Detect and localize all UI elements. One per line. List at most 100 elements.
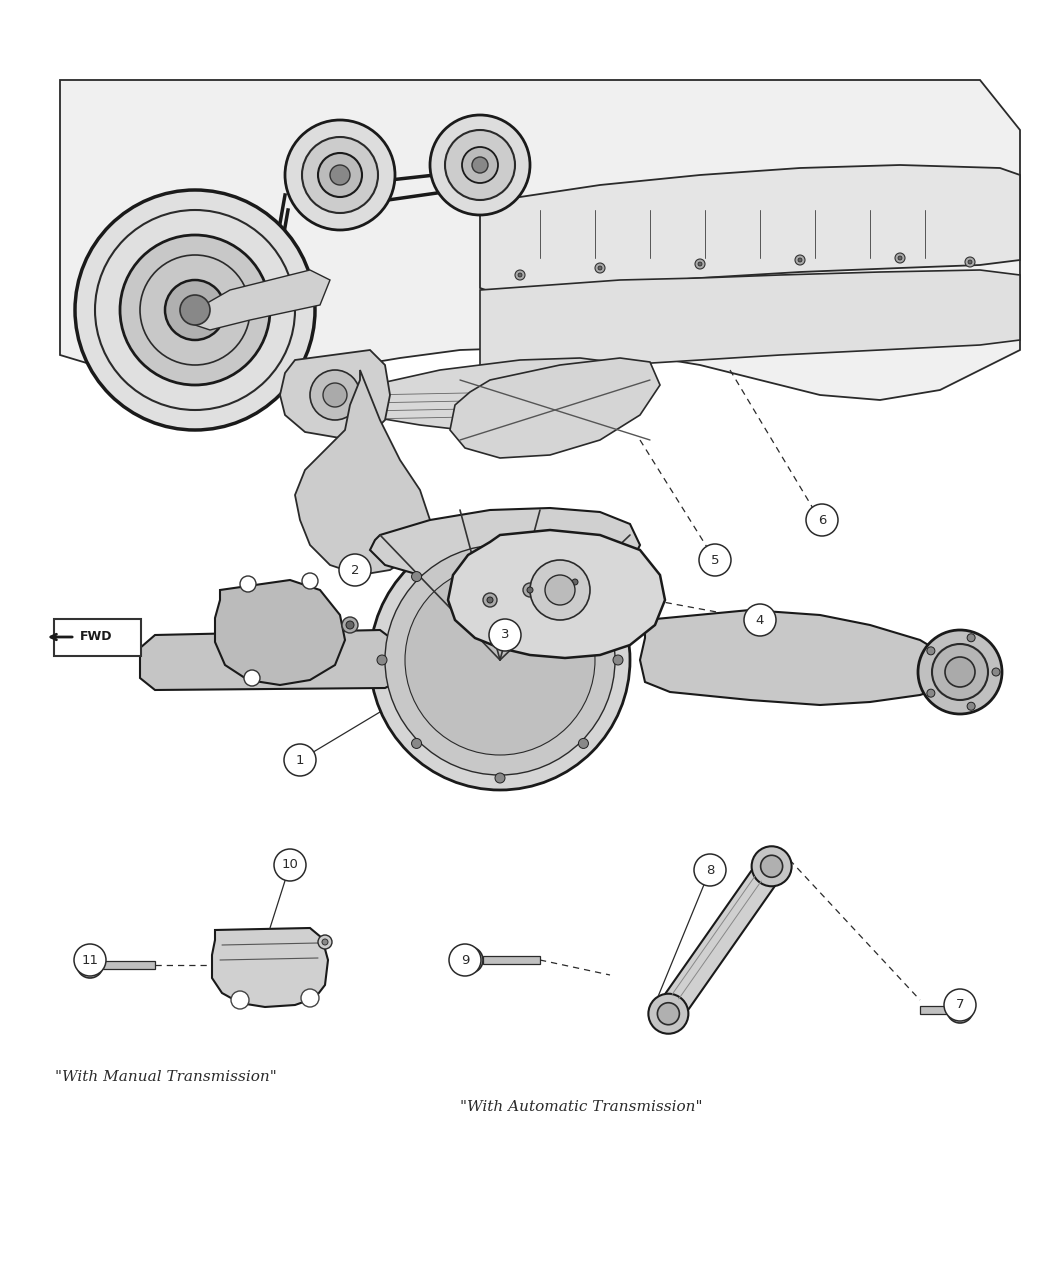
Circle shape (412, 738, 421, 748)
Circle shape (965, 258, 975, 266)
Circle shape (274, 849, 306, 881)
Polygon shape (215, 580, 345, 685)
Circle shape (992, 668, 1000, 676)
Circle shape (694, 854, 726, 886)
Circle shape (518, 273, 522, 277)
Circle shape (323, 382, 346, 407)
Polygon shape (140, 630, 410, 690)
Circle shape (495, 773, 505, 783)
Polygon shape (345, 358, 640, 435)
Polygon shape (657, 858, 783, 1021)
Circle shape (483, 593, 497, 607)
Text: 8: 8 (706, 863, 714, 876)
Circle shape (579, 571, 588, 581)
Circle shape (545, 575, 575, 606)
Circle shape (752, 847, 792, 886)
Polygon shape (295, 370, 430, 575)
Text: 7: 7 (956, 998, 964, 1011)
Circle shape (527, 586, 533, 593)
Circle shape (346, 621, 354, 629)
Text: 4: 4 (756, 613, 764, 626)
Circle shape (244, 669, 260, 686)
Polygon shape (480, 164, 1020, 295)
Circle shape (310, 370, 360, 419)
Polygon shape (370, 507, 640, 585)
Circle shape (77, 952, 103, 978)
Circle shape (523, 583, 537, 597)
Circle shape (318, 153, 362, 198)
Circle shape (445, 130, 514, 200)
Circle shape (302, 136, 378, 213)
Circle shape (405, 565, 595, 755)
Circle shape (472, 157, 488, 173)
Circle shape (462, 147, 498, 184)
Circle shape (284, 745, 316, 776)
Circle shape (489, 618, 521, 652)
Circle shape (918, 630, 1002, 714)
Polygon shape (280, 351, 390, 439)
Circle shape (695, 259, 705, 269)
Circle shape (579, 738, 588, 748)
Circle shape (120, 235, 270, 385)
Circle shape (231, 991, 249, 1009)
Circle shape (342, 617, 358, 632)
Circle shape (430, 115, 530, 215)
Circle shape (330, 164, 350, 185)
Circle shape (898, 256, 902, 260)
Text: 1: 1 (296, 754, 304, 766)
Polygon shape (103, 961, 155, 969)
Polygon shape (195, 270, 330, 330)
Circle shape (944, 989, 977, 1021)
Circle shape (180, 295, 210, 325)
Text: "With Automatic Transmission": "With Automatic Transmission" (460, 1100, 702, 1114)
Polygon shape (450, 358, 660, 458)
Circle shape (530, 560, 590, 620)
Circle shape (572, 579, 578, 585)
Circle shape (932, 644, 988, 700)
Circle shape (945, 657, 975, 687)
Circle shape (927, 690, 934, 697)
Text: 5: 5 (711, 553, 719, 566)
Polygon shape (448, 595, 490, 604)
Circle shape (339, 555, 371, 586)
Circle shape (967, 634, 975, 641)
Polygon shape (30, 80, 1020, 830)
Text: 3: 3 (501, 629, 509, 641)
Circle shape (598, 266, 602, 270)
Circle shape (370, 530, 630, 790)
Polygon shape (488, 586, 530, 594)
Circle shape (514, 270, 525, 280)
Circle shape (302, 572, 318, 589)
Circle shape (487, 597, 494, 603)
Circle shape (322, 938, 328, 945)
Text: 10: 10 (281, 858, 298, 872)
Circle shape (967, 703, 975, 710)
Polygon shape (212, 928, 328, 1007)
Circle shape (795, 255, 805, 265)
Text: 11: 11 (82, 954, 99, 966)
Circle shape (301, 989, 319, 1007)
Text: 9: 9 (461, 954, 469, 966)
Polygon shape (640, 609, 960, 705)
Circle shape (927, 646, 934, 655)
Text: "With Manual Transmission": "With Manual Transmission" (55, 1070, 277, 1084)
Polygon shape (448, 530, 665, 658)
Circle shape (744, 604, 776, 636)
Polygon shape (483, 956, 540, 964)
Circle shape (698, 261, 702, 266)
Polygon shape (533, 578, 575, 586)
Circle shape (568, 575, 582, 589)
Circle shape (377, 655, 387, 666)
Polygon shape (480, 270, 1020, 375)
Circle shape (798, 258, 802, 261)
Circle shape (385, 544, 615, 775)
Circle shape (74, 944, 106, 975)
FancyBboxPatch shape (54, 618, 141, 657)
Circle shape (649, 993, 689, 1034)
Circle shape (595, 263, 605, 273)
Polygon shape (60, 80, 1020, 400)
Circle shape (240, 576, 256, 592)
Circle shape (495, 537, 505, 547)
Circle shape (806, 504, 838, 536)
Text: 6: 6 (818, 514, 826, 527)
